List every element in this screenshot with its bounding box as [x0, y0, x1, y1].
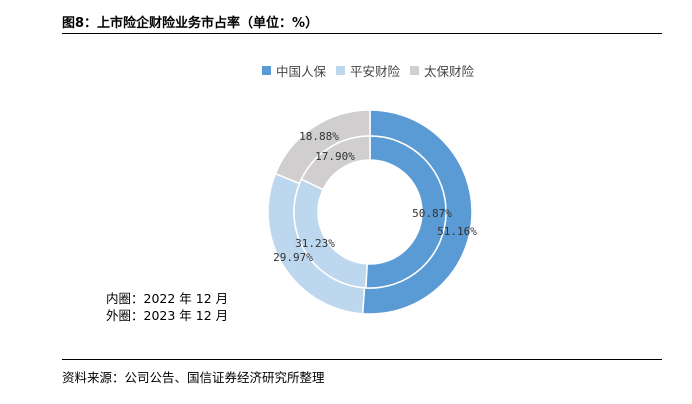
legend-label-pingan: 平安财险: [350, 64, 401, 79]
legend-item-cpic: 太保财险: [410, 61, 474, 80]
outer-ring-note: 外圈：2023 年 12 月: [106, 308, 229, 323]
top-rule: [62, 33, 662, 34]
inner-label-cpic: 17.90%: [315, 150, 355, 163]
legend-item-picc: 中国人保: [262, 61, 326, 80]
legend-swatch-cpic: [410, 66, 420, 75]
bottom-rule: [62, 359, 662, 360]
inner-label-picc: 50.87%: [412, 207, 452, 220]
figure-title: 图8：上市险企财险业务市占率（单位：%）: [62, 16, 319, 31]
outer-label-pingan: 29.97%: [273, 251, 313, 264]
inner-slice-cpic: [300, 135, 371, 191]
inner-slice-picc: [365, 135, 447, 289]
inner-label-pingan: 31.23%: [295, 237, 335, 250]
outer-label-picc: 51.16%: [437, 225, 477, 238]
legend-swatch-picc: [262, 66, 271, 75]
legend-label-picc: 中国人保: [276, 64, 327, 79]
outer-label-cpic: 18.88%: [299, 130, 339, 143]
legend-swatch-pingan: [336, 66, 346, 75]
source-note: 资料来源：公司公告、国信证券经济研究所整理: [62, 370, 325, 385]
legend-item-pingan: 平安财险: [336, 61, 400, 80]
chart-legend: 中国人保 平安财险 太保财险: [262, 61, 474, 80]
inner-ring-note: 内圈：2022 年 12 月: [106, 291, 229, 306]
legend-label-cpic: 太保财险: [424, 64, 475, 79]
